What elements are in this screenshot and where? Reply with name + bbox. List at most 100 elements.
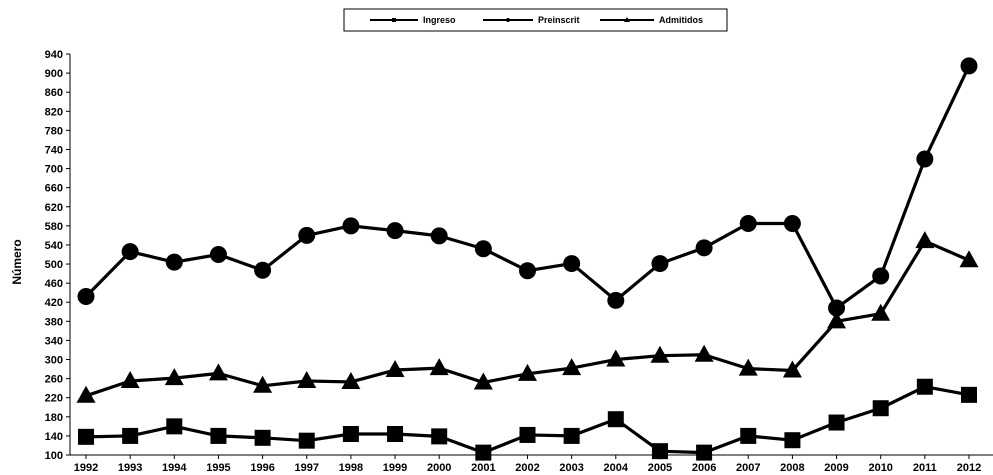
x-tick-label: 1997	[295, 462, 319, 474]
data-point-ingreso	[872, 400, 889, 417]
data-point-ingreso	[563, 427, 580, 444]
data-point-ingreso	[740, 427, 757, 444]
data-point-admitidos	[959, 250, 979, 268]
data-point-admitidos	[871, 303, 891, 321]
data-point-ingreso	[961, 386, 977, 403]
data-point-preinscrit	[651, 255, 669, 273]
data-point-admitidos	[518, 363, 537, 381]
y-tick-label: 420	[45, 297, 63, 309]
legend-label-ingreso: Ingreso	[423, 15, 456, 25]
y-tick-label: 500	[45, 259, 63, 271]
y-tick-label: 780	[45, 125, 63, 137]
data-point-preinscrit	[916, 150, 934, 168]
x-tick-label: 1993	[118, 462, 142, 474]
x-tick-label: 2007	[736, 462, 760, 474]
data-point-preinscrit	[828, 299, 846, 317]
data-point-preinscrit	[739, 214, 757, 232]
data-point-admitidos	[694, 344, 714, 362]
x-tick-label: 1994	[162, 462, 187, 474]
x-tick-label: 1998	[339, 462, 363, 474]
y-tick-label: 900	[45, 68, 63, 80]
data-point-admitidos	[915, 231, 935, 249]
data-point-preinscrit	[342, 217, 360, 235]
data-point-ingreso	[828, 414, 845, 431]
x-tick-label: 1992	[74, 462, 98, 474]
data-point-admitidos	[473, 372, 493, 390]
data-point-admitidos	[429, 358, 449, 376]
y-tick-label: 220	[45, 393, 63, 405]
data-point-ingreso	[166, 418, 183, 435]
y-tick-label: 660	[45, 183, 63, 195]
x-tick-label: 2011	[913, 462, 937, 474]
data-point-ingreso	[784, 432, 801, 449]
data-point-admitidos	[297, 371, 317, 389]
y-tick-label: 300	[45, 355, 63, 367]
data-point-ingreso	[607, 411, 624, 428]
data-point-preinscrit	[121, 243, 139, 261]
x-tick-label: 1999	[383, 462, 407, 474]
data-point-admitidos	[341, 371, 361, 389]
y-axis: 100 140 180 220 260 300 340 380 420 460 500 540 580 6…	[45, 49, 71, 462]
data-point-preinscrit	[386, 222, 404, 240]
y-tick-label: 340	[45, 335, 63, 347]
data-point-ingreso	[651, 443, 668, 460]
data-point-admitidos	[164, 368, 184, 386]
y-tick-label: 740	[45, 144, 63, 156]
x-tick-label: 2004	[604, 462, 629, 474]
data-point-preinscrit	[960, 57, 978, 75]
data-point-admitidos	[76, 385, 96, 403]
x-tick-label: 2006	[692, 462, 716, 474]
data-point-ingreso	[298, 432, 315, 449]
data-point-ingreso	[342, 425, 359, 442]
y-tick-label: 100	[45, 450, 63, 462]
x-tick-label: 2008	[780, 462, 804, 474]
y-tick-label: 460	[45, 278, 63, 290]
data-point-ingreso	[696, 444, 713, 461]
y-tick-label: 260	[45, 374, 63, 386]
x-tick-label: 2010	[868, 462, 892, 474]
data-point-ingreso	[519, 426, 536, 443]
series-preinscrit	[77, 57, 978, 317]
series-admitidos	[76, 231, 979, 403]
legend-marker-preinscrit	[506, 18, 510, 22]
x-axis: 1992 1993 1994 1995 1996 1997 1998 1999 2000 2001…	[70, 454, 993, 474]
series-group	[76, 57, 979, 461]
legend-label-preinscrit: Preinscrit	[538, 15, 580, 25]
legend-label-admitidos: Admitidos	[659, 15, 703, 25]
data-point-preinscrit	[607, 291, 625, 309]
y-tick-label: 540	[45, 240, 63, 252]
y-tick-label: 620	[45, 202, 63, 214]
data-point-admitidos	[208, 363, 228, 381]
y-tick-label: 860	[45, 87, 63, 99]
data-point-ingreso	[475, 444, 492, 461]
y-tick-label: 940	[45, 49, 63, 61]
x-tick-label: 2001	[471, 462, 495, 474]
x-tick-label: 2005	[648, 462, 672, 474]
data-point-ingreso	[431, 428, 448, 445]
x-tick-label: 2002	[515, 462, 539, 474]
y-tick-label: 380	[45, 316, 63, 328]
data-point-preinscrit	[474, 240, 492, 258]
y-tick-label: 700	[45, 164, 63, 176]
data-point-preinscrit	[254, 261, 272, 279]
data-point-ingreso	[254, 429, 271, 446]
x-tick-label: 1996	[250, 462, 274, 474]
series-ingreso	[78, 378, 977, 461]
legend-marker-admitidos	[624, 17, 630, 22]
data-point-preinscrit	[77, 288, 95, 306]
data-point-admitidos	[827, 311, 847, 329]
data-point-admitidos	[606, 349, 626, 367]
x-tick-label: 2003	[559, 462, 583, 474]
data-point-ingreso	[916, 378, 933, 395]
data-point-admitidos	[385, 360, 405, 378]
y-tick-label: 140	[45, 431, 63, 443]
data-point-preinscrit	[519, 262, 536, 280]
data-point-admitidos	[120, 371, 140, 389]
legend-box	[343, 8, 728, 32]
x-tick-label: 2000	[427, 462, 451, 474]
data-point-ingreso	[387, 425, 404, 442]
x-tick-label: 1995	[206, 462, 230, 474]
y-tick-label: 580	[45, 221, 63, 233]
data-point-admitidos	[782, 360, 802, 378]
